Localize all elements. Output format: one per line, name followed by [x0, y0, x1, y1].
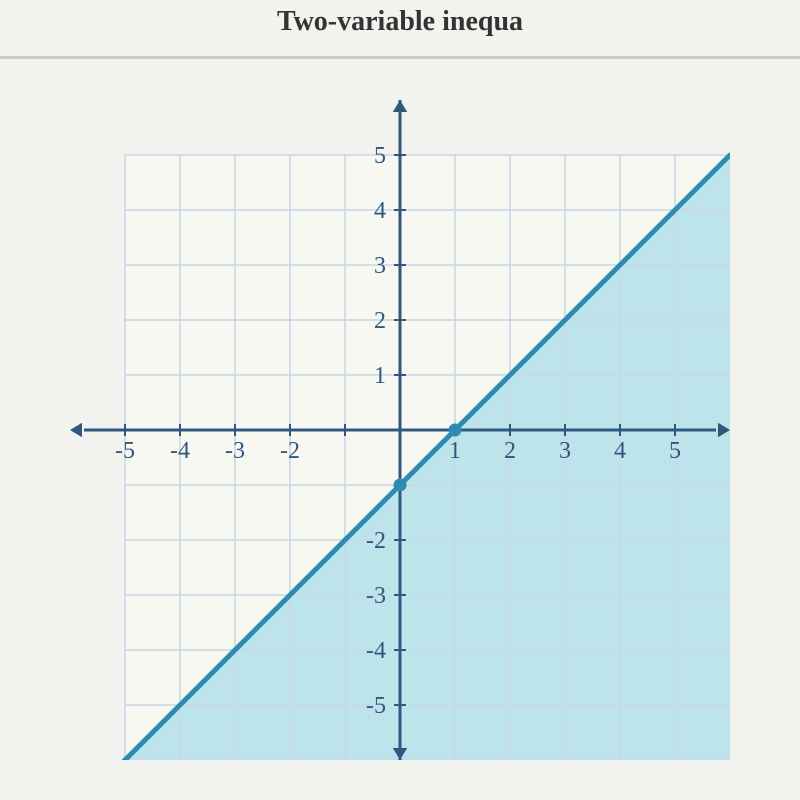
svg-text:-2: -2	[366, 528, 386, 554]
svg-text:-5: -5	[366, 693, 386, 719]
svg-text:-4: -4	[366, 638, 386, 664]
svg-text:3: 3	[374, 253, 386, 279]
svg-text:-5: -5	[115, 438, 135, 464]
svg-text:2: 2	[374, 308, 386, 334]
svg-text:5: 5	[374, 143, 386, 169]
svg-text:1: 1	[449, 438, 461, 464]
svg-text:4: 4	[614, 438, 626, 464]
svg-text:-4: -4	[170, 438, 190, 464]
inequality-graph: -5-4-3-21234512345-2-3-4-5xy	[70, 100, 730, 760]
svg-text:2: 2	[504, 438, 516, 464]
svg-text:4: 4	[374, 198, 386, 224]
svg-text:1: 1	[374, 363, 386, 389]
page-title-fragment: Two-variable inequa	[0, 0, 800, 44]
title-separator	[0, 56, 800, 59]
svg-text:3: 3	[559, 438, 571, 464]
svg-text:-3: -3	[366, 583, 386, 609]
svg-text:-2: -2	[280, 438, 300, 464]
svg-text:-3: -3	[225, 438, 245, 464]
svg-text:5: 5	[669, 438, 681, 464]
